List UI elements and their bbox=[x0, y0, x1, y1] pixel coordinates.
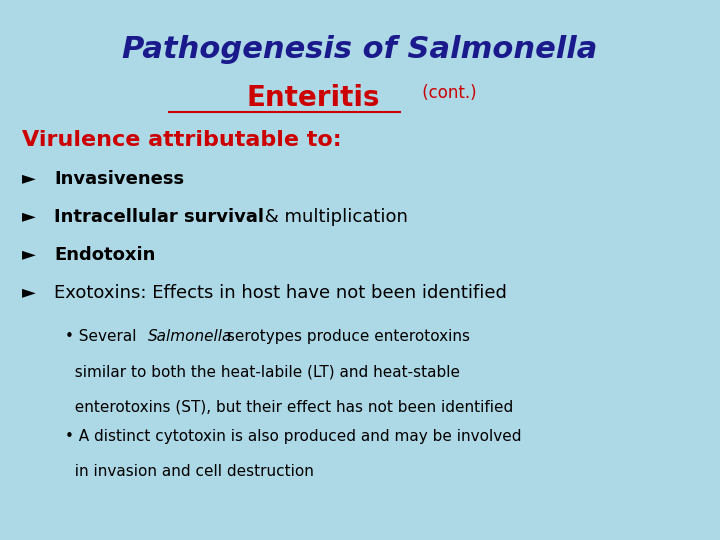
Text: ►: ► bbox=[22, 170, 41, 188]
Text: Intracellular survival: Intracellular survival bbox=[54, 208, 264, 226]
Text: Endotoxin: Endotoxin bbox=[54, 246, 156, 264]
Text: enterotoxins (ST), but their effect has not been identified: enterotoxins (ST), but their effect has … bbox=[65, 400, 513, 415]
Text: • Several: • Several bbox=[65, 329, 141, 345]
Text: similar to both the heat-labile (LT) and heat-stable: similar to both the heat-labile (LT) and… bbox=[65, 364, 460, 380]
Text: ►: ► bbox=[22, 246, 41, 264]
Text: Salmonella: Salmonella bbox=[148, 329, 232, 345]
Text: & multiplication: & multiplication bbox=[259, 208, 408, 226]
Text: Pathogenesis of Salmonella: Pathogenesis of Salmonella bbox=[122, 35, 598, 64]
Text: Virulence attributable to:: Virulence attributable to: bbox=[22, 130, 341, 150]
Text: • A distinct cytotoxin is also produced and may be involved: • A distinct cytotoxin is also produced … bbox=[65, 429, 521, 444]
Text: ►: ► bbox=[22, 284, 41, 301]
Text: in invasion and cell destruction: in invasion and cell destruction bbox=[65, 464, 314, 480]
Text: ►: ► bbox=[22, 208, 41, 226]
Text: Enteritis: Enteritis bbox=[246, 84, 380, 112]
Text: (cont.): (cont.) bbox=[417, 84, 476, 102]
Text: serotypes produce enterotoxins: serotypes produce enterotoxins bbox=[222, 329, 469, 345]
Text: Invasiveness: Invasiveness bbox=[54, 170, 184, 188]
Text: Exotoxins: Effects in host have not been identified: Exotoxins: Effects in host have not been… bbox=[54, 284, 507, 301]
